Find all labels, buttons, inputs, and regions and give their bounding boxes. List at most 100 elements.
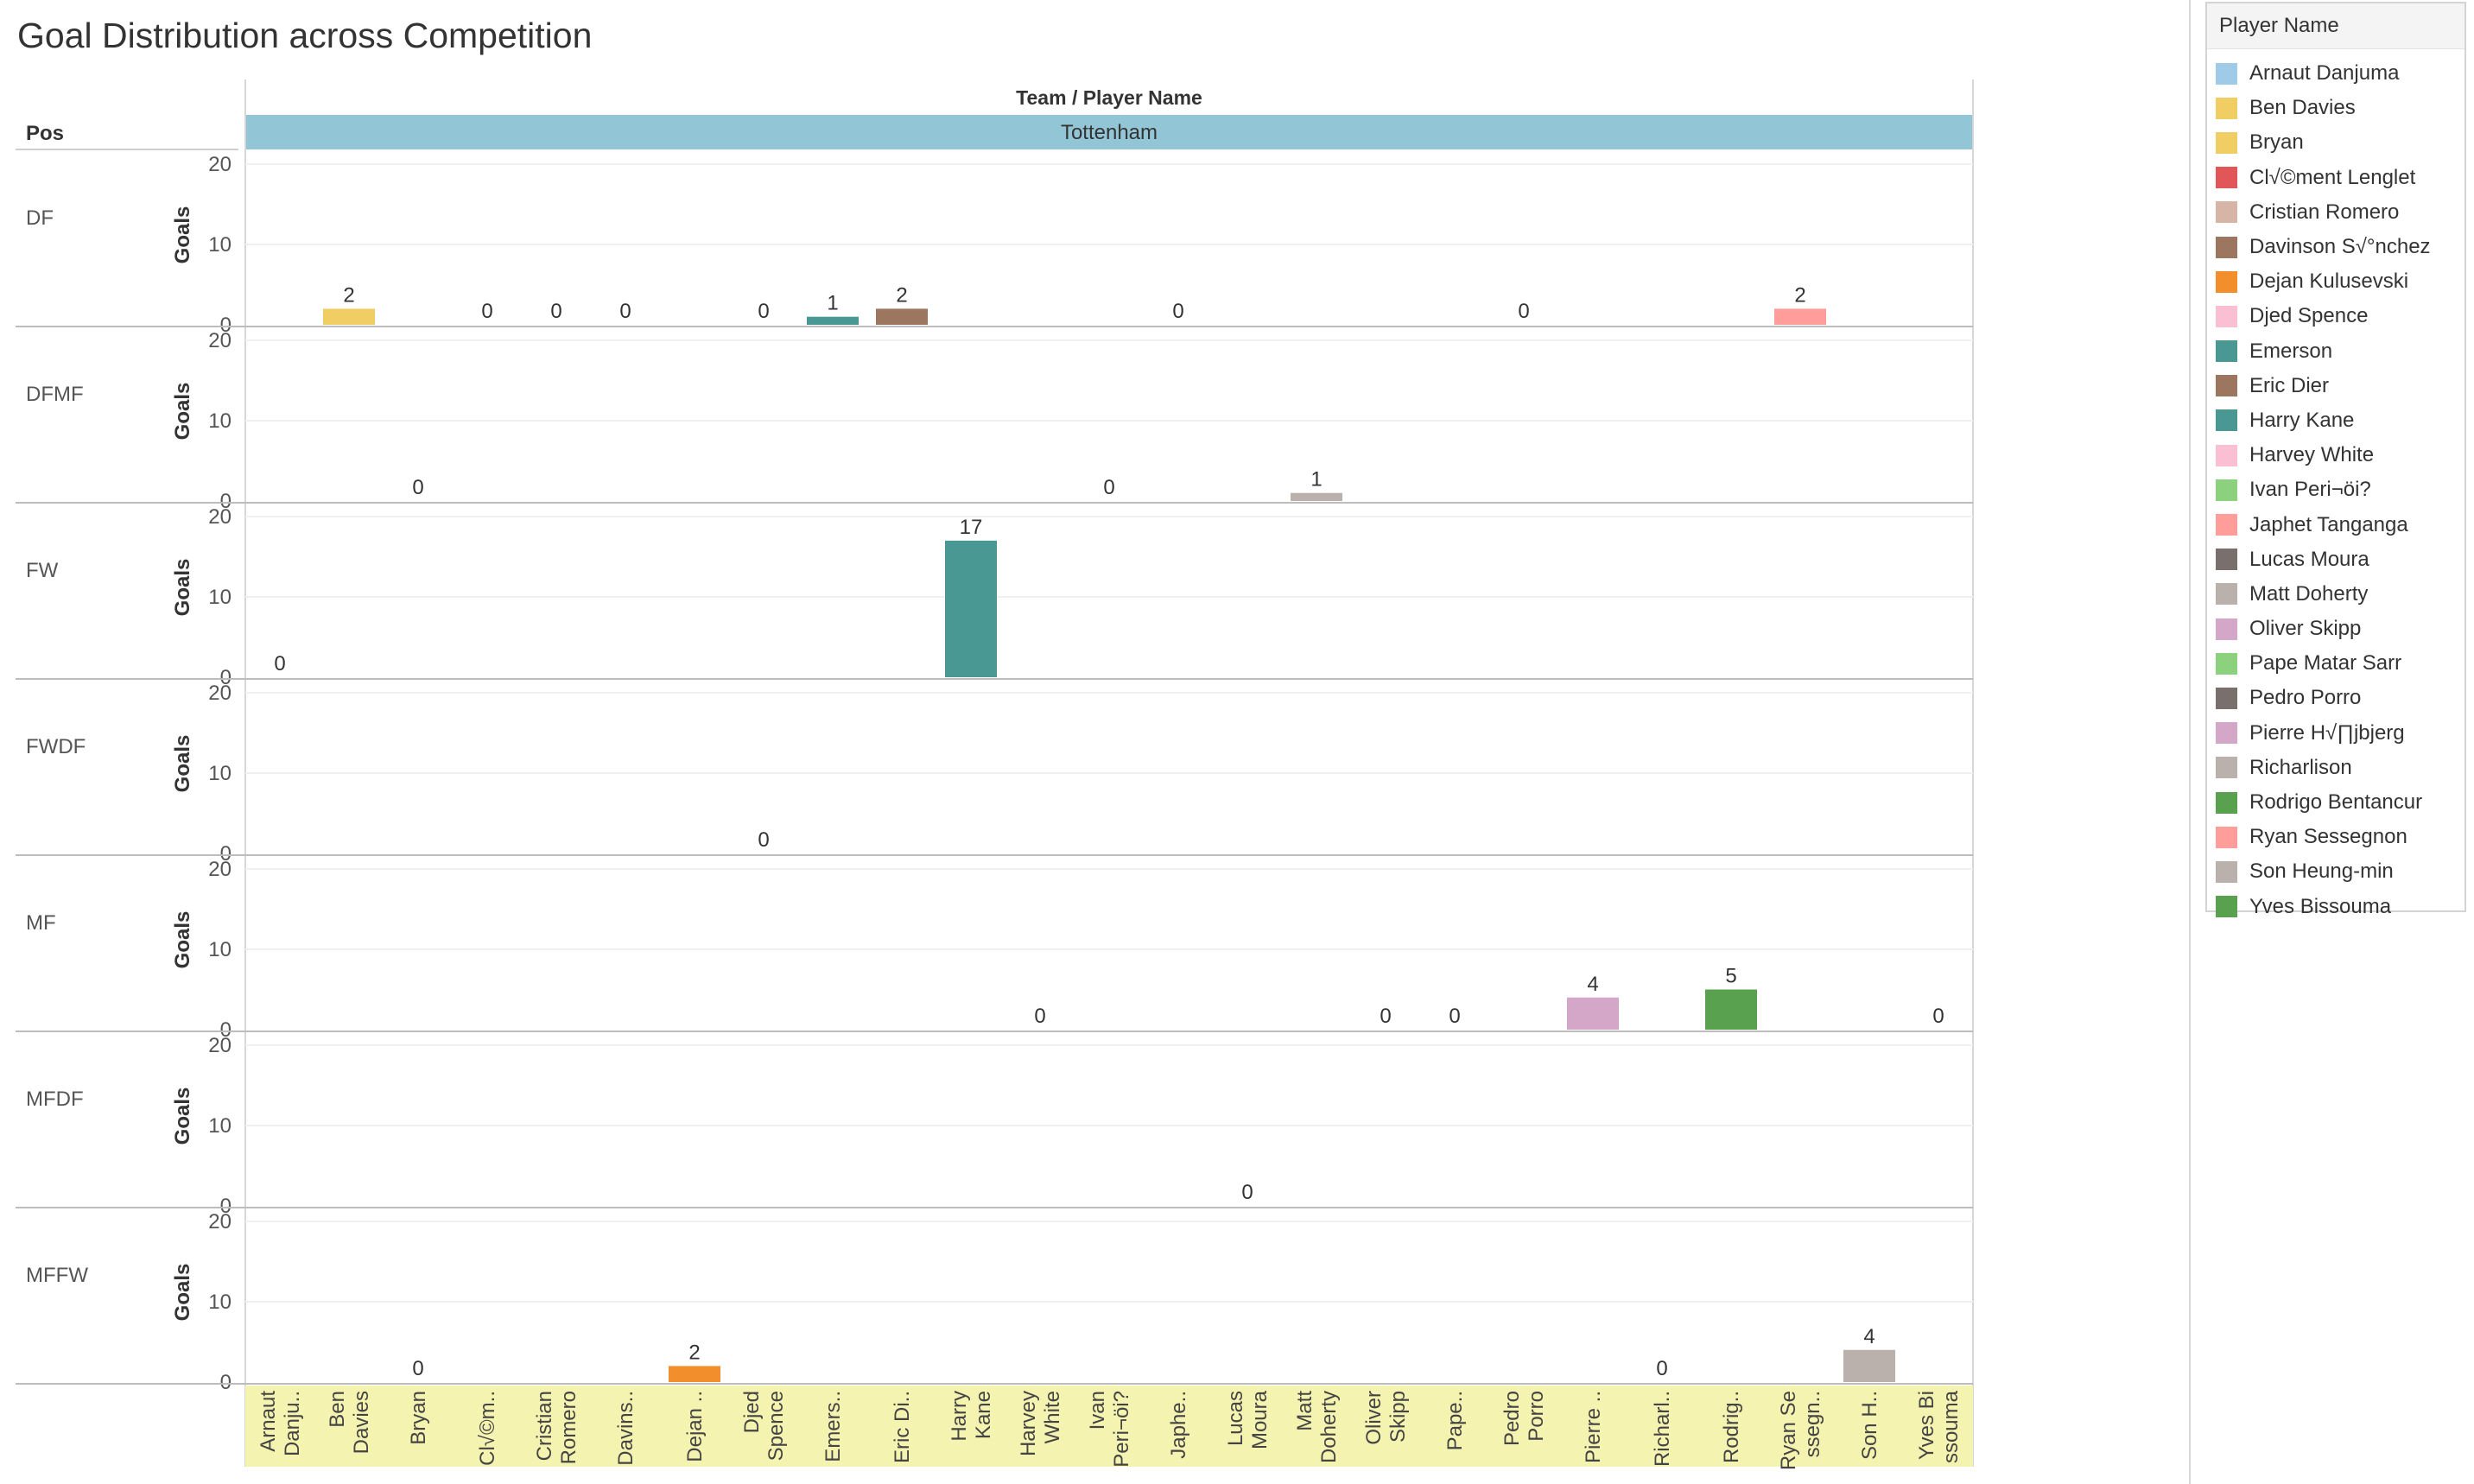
legend-label: Pape Matar Sarr: [2249, 651, 2402, 675]
x-tick-label: Moura: [1248, 1390, 1272, 1449]
legend-item-harry-kane[interactable]: Harry Kane: [2207, 403, 2464, 438]
bar-df-ryan-sessegnon: [1774, 308, 1826, 325]
x-tick-label: Richarl..: [1651, 1391, 1674, 1467]
x-tick-label: Doherty: [1317, 1391, 1341, 1463]
data-label: 0: [274, 652, 285, 675]
legend-swatch: [2216, 583, 2237, 606]
x-tick-label: Pierre ..: [1582, 1391, 1605, 1463]
legend-item-arnaut-danjuma[interactable]: Arnaut Danjuma: [2207, 56, 2464, 91]
legend-label: Oliver Skipp: [2249, 617, 2362, 641]
legend-swatch: [2216, 375, 2237, 397]
legend-item-pierre-h-jbjerg[interactable]: Pierre H√∏jbjerg: [2207, 716, 2464, 751]
data-label: 5: [1725, 965, 1736, 988]
x-tick-label: Ivan: [1086, 1391, 1109, 1430]
legend-item-oliver-skipp[interactable]: Oliver Skipp: [2207, 612, 2464, 646]
legend-item-eric-dier[interactable]: Eric Dier: [2207, 369, 2464, 403]
x-tick-label: Davies: [350, 1391, 373, 1454]
data-label: 0: [481, 300, 492, 323]
y-tick-label: 10: [208, 762, 232, 785]
legend-item-djed-spence[interactable]: Djed Spence: [2207, 299, 2464, 333]
data-label: 0: [758, 300, 769, 323]
legend-label: Dejan Kulusevski: [2249, 270, 2409, 294]
legend-swatch: [2216, 340, 2237, 363]
bar-dfmf-matt-doherty: [1291, 492, 1342, 501]
x-tick-label: Harvey: [1017, 1391, 1040, 1456]
legend-label: Cristian Romero: [2249, 200, 2400, 224]
y-tick-label: 0: [220, 1195, 232, 1218]
x-tick-label: Bryan: [407, 1391, 430, 1445]
data-label: 0: [758, 828, 769, 852]
legend-swatch: [2216, 479, 2237, 501]
legend-item-ivan-peri-o-i[interactable]: Ivan Peri¬öi?: [2207, 472, 2464, 507]
legend-item-son-heung-min[interactable]: Son Heung-min: [2207, 854, 2464, 889]
y-tick-label: 20: [208, 1210, 232, 1233]
x-tick-label: Cl√©m..: [476, 1391, 499, 1466]
data-label: 0: [1241, 1181, 1253, 1204]
legend-item-matt-doherty[interactable]: Matt Doherty: [2207, 577, 2464, 612]
data-label: 0: [412, 1357, 423, 1380]
data-label: 2: [1794, 283, 1805, 307]
bar-mffw-dejan-kulusevski: [669, 1366, 720, 1382]
y-axis-title: Goals: [171, 735, 194, 793]
bar-df-emerson: [807, 316, 859, 325]
chart-plot-area: Team / Player NameTottenhamPos01020Goals…: [16, 79, 1974, 1470]
legend-item-davinson-s-nchez[interactable]: Davinson S√°nchez: [2207, 230, 2464, 264]
x-tick-label: Kane: [972, 1391, 995, 1439]
legend-swatch: [2216, 618, 2237, 640]
x-tick-label: Japhe..: [1167, 1391, 1190, 1459]
legend-item-cl-ment-lenglet[interactable]: Cl√©ment Lenglet: [2207, 161, 2464, 195]
row-label-mfdf: MFDF: [26, 1088, 84, 1111]
row-label-fwdf: FWDF: [26, 735, 86, 758]
legend-swatch: [2216, 860, 2237, 883]
legend-swatch: [2216, 549, 2237, 571]
legend-swatch: [2216, 757, 2237, 779]
legend-item-dejan-kulusevski[interactable]: Dejan Kulusevski: [2207, 264, 2464, 299]
y-axis-title: Goals: [171, 1088, 194, 1145]
y-tick-label: 10: [208, 1291, 232, 1314]
legend-item-richarlison[interactable]: Richarlison: [2207, 751, 2464, 785]
bar-fw-harry-kane: [945, 540, 997, 677]
legend-item-japhet-tanganga[interactable]: Japhet Tanganga: [2207, 507, 2464, 542]
legend-item-emerson[interactable]: Emerson: [2207, 334, 2464, 369]
x-tick-label: Pape..: [1443, 1391, 1467, 1450]
y-tick-label: 0: [220, 314, 232, 337]
legend-label: Matt Doherty: [2249, 581, 2369, 606]
legend-item-pedro-porro[interactable]: Pedro Porro: [2207, 681, 2464, 715]
data-label: 17: [960, 516, 983, 539]
data-label: 2: [688, 1341, 700, 1364]
data-label: 0: [1380, 1005, 1391, 1028]
legend-item-yves-bissouma[interactable]: Yves Bissouma: [2207, 890, 2464, 924]
bar-mf-pierre-h-jbjerg: [1567, 997, 1619, 1030]
legend-label: Son Heung-min: [2249, 859, 2394, 884]
legend-item-cristian-romero[interactable]: Cristian Romero: [2207, 195, 2464, 230]
x-tick-label: Djed: [740, 1391, 764, 1433]
legend-item-pape-matar-sarr[interactable]: Pape Matar Sarr: [2207, 646, 2464, 681]
y-tick-label: 10: [208, 1114, 232, 1138]
data-label: 0: [550, 300, 561, 323]
x-tick-label: Rodrig..: [1720, 1391, 1743, 1463]
legend-swatch: [2216, 826, 2237, 848]
legend-label: Harvey White: [2249, 443, 2375, 467]
legend-swatch: [2216, 62, 2237, 85]
bar-df-eric-dier: [876, 308, 928, 325]
legend-item-bryan[interactable]: Bryan: [2207, 125, 2464, 160]
data-label: 0: [619, 300, 631, 323]
x-tick-label: Lucas: [1224, 1391, 1247, 1446]
y-tick-label: 20: [208, 1034, 232, 1057]
x-tick-label: Cristian: [533, 1391, 556, 1461]
legend-item-ben-davies[interactable]: Ben Davies: [2207, 91, 2464, 125]
legend-label: Bryan: [2249, 130, 2304, 155]
row-label-mffw: MFFW: [26, 1264, 88, 1287]
x-tick-label: Emers..: [821, 1391, 845, 1462]
team-header-band: [245, 115, 1973, 149]
x-tick-label: Oliver: [1362, 1391, 1386, 1445]
legend-label: Pedro Porro: [2249, 686, 2362, 710]
data-label: 0: [1518, 300, 1529, 323]
legend-swatch: [2216, 687, 2237, 709]
legend-item-lucas-moura[interactable]: Lucas Moura: [2207, 542, 2464, 577]
legend-item-ryan-sessegnon[interactable]: Ryan Sessegnon: [2207, 820, 2464, 854]
x-tick-label: Danju..: [281, 1391, 304, 1456]
legend-label: Emerson: [2249, 339, 2333, 363]
legend-item-rodrigo-bentancur[interactable]: Rodrigo Bentancur: [2207, 785, 2464, 820]
legend-item-harvey-white[interactable]: Harvey White: [2207, 438, 2464, 472]
